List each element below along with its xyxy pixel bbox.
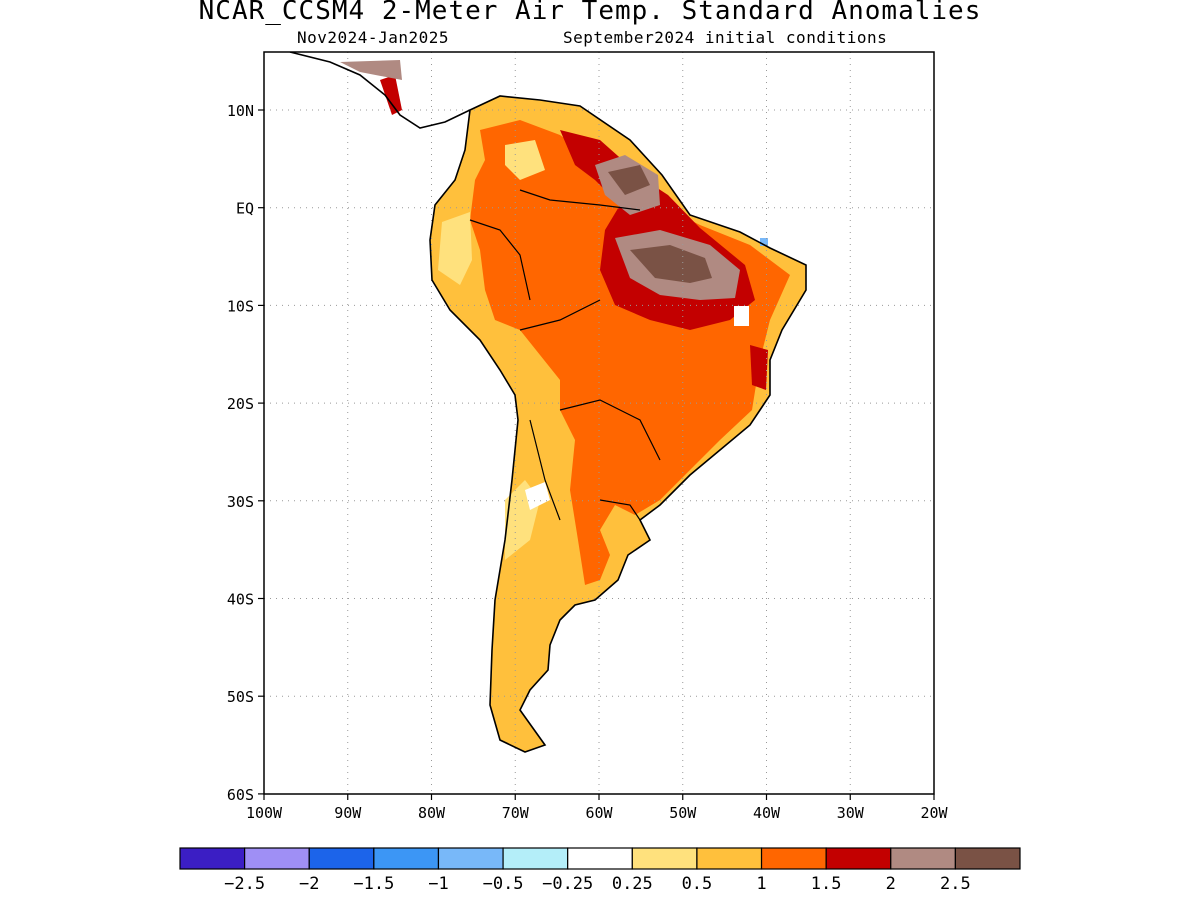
lat-tick-label: 10N — [227, 102, 254, 120]
lon-tick-label: 90W — [334, 804, 362, 822]
lat-tick-label: 40S — [227, 591, 254, 609]
colorbar-swatch — [308, 847, 375, 870]
colorbar-label: −0.25 — [542, 874, 593, 894]
colorbar-label: 2.5 — [940, 874, 971, 894]
colorbar-label: −2.5 — [224, 874, 265, 894]
colorbar-swatch — [696, 847, 763, 870]
colorbar-swatch — [567, 847, 633, 870]
map-title: NCAR_CCSM4 2-Meter Air Temp. Standard An… — [198, 0, 982, 26]
colorbar-label: −2 — [299, 874, 319, 894]
colorbar-swatch — [373, 847, 440, 870]
country-borders — [469, 189, 661, 521]
lon-tick-label: 60W — [585, 804, 613, 822]
lon-tick-label: 80W — [418, 804, 446, 822]
neutral-anomaly-cell — [734, 306, 749, 326]
cool-anomaly-cell — [760, 238, 768, 246]
coastlines — [289, 52, 807, 753]
lon-tick-label: 40W — [753, 804, 781, 822]
lon-tick-label: 50W — [669, 804, 697, 822]
anomaly-1-5-to-2-central-america — [380, 75, 402, 115]
colorbar-swatch — [437, 847, 504, 870]
colorbar-swatch — [954, 847, 1021, 870]
lat-tick-label: 60S — [227, 786, 254, 804]
neutral-anomaly-patch — [525, 482, 550, 510]
anomaly-0-25-to-0-5 — [438, 212, 472, 285]
colorbar-swatch — [631, 847, 698, 870]
colorbar-label: 0.5 — [682, 874, 713, 894]
initial-conditions: September2024 initial conditions — [563, 28, 888, 47]
axes: 100W 90W 80W 70W 60W 50W 40W 30W 20W 10N EQ 10S 20S 3… — [227, 102, 949, 822]
lon-tick-label: 100W — [246, 804, 283, 822]
colorbar-swatch — [760, 847, 827, 870]
colorbar-swatch — [825, 847, 892, 870]
colorbar-swatch — [244, 847, 310, 870]
lon-tick-label: 30W — [837, 804, 865, 822]
lon-tick-label: 20W — [920, 804, 948, 822]
anomaly-above-2-5 — [630, 245, 712, 283]
forecast-period: Nov2024-Jan2025 — [297, 28, 449, 47]
anomaly-field — [340, 60, 806, 752]
colorbar-label: −1 — [428, 874, 448, 894]
colorbar-swatch — [502, 847, 569, 870]
lat-tick-label: 30S — [227, 493, 254, 511]
lon-tick-label: 70W — [502, 804, 530, 822]
anomaly-0-25-to-0-5-north — [505, 140, 545, 180]
lat-tick-label: EQ — [236, 200, 254, 218]
colorbar-swatch — [179, 847, 246, 870]
anomaly-1-5-to-2-east — [750, 345, 768, 390]
central-america-coast — [289, 52, 471, 129]
anomaly-2-to-2-5-central-america — [340, 60, 402, 80]
colorbar-label: −1.5 — [353, 874, 394, 894]
lat-tick-label: 50S — [227, 688, 254, 706]
colorbar-label: 2 — [886, 874, 896, 894]
lat-tick-label: 10S — [227, 297, 254, 315]
lat-tick-label: 20S — [227, 395, 254, 413]
colorbar-label: 1.5 — [811, 874, 842, 894]
anomaly-above-2-5-guianas — [608, 165, 650, 195]
colorbar-label: 0.25 — [612, 874, 653, 894]
grid-lines — [264, 52, 934, 794]
colorbar-swatch — [890, 847, 956, 870]
colorbar-label: 1 — [756, 874, 766, 894]
colorbar: −2.5 −2 −1.5 −1 −0.5 −0.25 0.25 0.5 1 1.5 2 2.5 — [179, 847, 1021, 894]
coastline — [429, 95, 807, 753]
colorbar-label: −0.5 — [483, 874, 524, 894]
